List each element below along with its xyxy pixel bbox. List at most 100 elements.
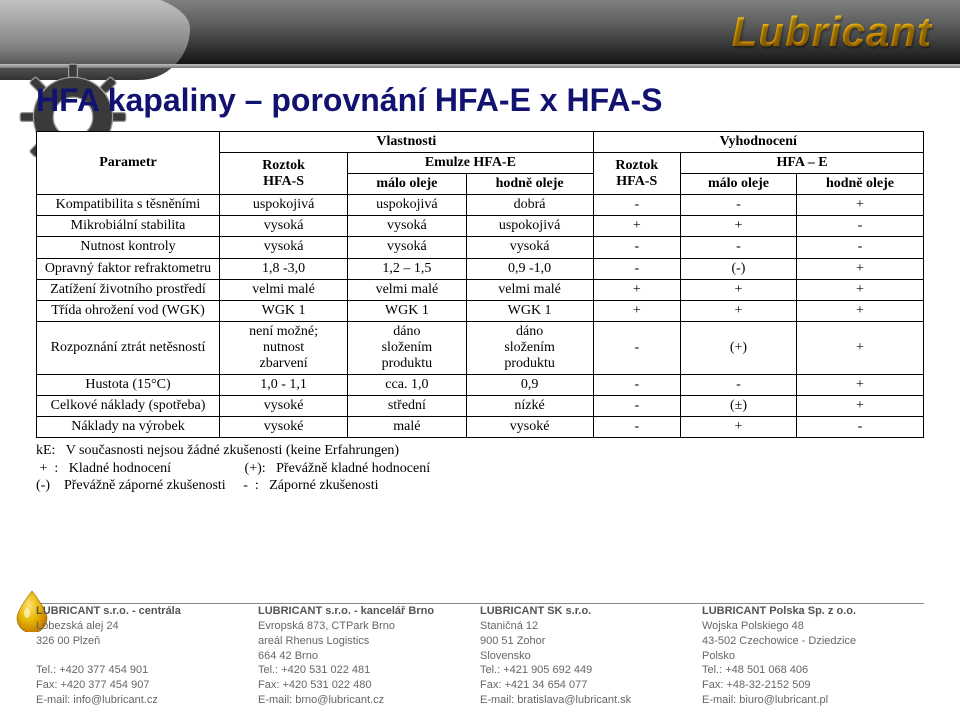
- header-underline: [0, 64, 960, 68]
- table-cell: vysoké: [220, 417, 348, 438]
- footer-line: Wojska Polskiego 48: [702, 619, 924, 634]
- table-row: Kompatibilita s těsněnímiuspokojiváuspok…: [37, 195, 924, 216]
- legend-line-2: + : Kladné hodnocení (+): Převážně kladn…: [36, 460, 924, 478]
- legend-line-1: kE: V současnosti nejsou žádné zkušenost…: [36, 442, 924, 460]
- table-cell: vysoká: [220, 237, 348, 258]
- table-row: Náklady na výrobekvysokémalévysoké-+-: [37, 417, 924, 438]
- footer-line: E-mail: info@lubricant.cz: [36, 693, 258, 708]
- table-cell: uspokojivá: [466, 216, 593, 237]
- footer-co-name: LUBRICANT Polska Sp. z o.o.: [702, 604, 924, 619]
- footer-col-4: LUBRICANT Polska Sp. z o.o. Wojska Polsk…: [702, 604, 924, 708]
- col-roztok-hfas-1: RoztokHFA-S: [220, 153, 348, 195]
- legend: kE: V současnosti nejsou žádné zkušenost…: [36, 442, 924, 495]
- table-cell: velmi malé: [220, 279, 348, 300]
- col-hodne-oleje-1: hodně oleje: [466, 174, 593, 195]
- row-param: Mikrobiální stabilita: [37, 216, 220, 237]
- table-cell: -: [796, 417, 923, 438]
- footer-co-name: LUBRICANT s.r.o. - kancelář Brno: [258, 604, 480, 619]
- table-body: Kompatibilita s těsněnímiuspokojiváuspok…: [37, 195, 924, 438]
- col-vlastnosti: Vlastnosti: [220, 132, 594, 153]
- footer-line: E-mail: bratislava@lubricant.sk: [480, 693, 702, 708]
- table-cell: velmi malé: [466, 279, 593, 300]
- table-cell: (+): [680, 321, 796, 374]
- table-row: Opravný faktor refraktometru1,8 -3,01,2 …: [37, 258, 924, 279]
- table-cell: (±): [680, 396, 796, 417]
- footer-line: Fax: +420 377 454 907: [36, 678, 258, 693]
- row-param: Kompatibilita s těsněními: [37, 195, 220, 216]
- table-cell: +: [593, 300, 680, 321]
- table-cell: dobrá: [466, 195, 593, 216]
- table-cell: 0,9: [466, 375, 593, 396]
- col-malo-oleje-2: málo oleje: [680, 174, 796, 195]
- footer-line: areál Rhenus Logistics: [258, 634, 480, 649]
- table-row: Třída ohrožení vod (WGK)WGK 1WGK 1WGK 1+…: [37, 300, 924, 321]
- table-cell: -: [593, 375, 680, 396]
- table-cell: -: [680, 375, 796, 396]
- footer-line: Evropská 873, CTPark Brno: [258, 619, 480, 634]
- footer-line: Staničná 12: [480, 619, 702, 634]
- table-cell: uspokojivá: [220, 195, 348, 216]
- table-row: Nutnost kontrolyvysokávysokávysoká---: [37, 237, 924, 258]
- table-cell: vysoká: [348, 237, 466, 258]
- table-cell: není možné;nutnostzbarvení: [220, 321, 348, 374]
- footer-line: Fax: +420 531 022 480: [258, 678, 480, 693]
- table-cell: -: [796, 237, 923, 258]
- col-roztok-hfas-2: RoztokHFA-S: [593, 153, 680, 195]
- table-row: Celkové náklady (spotřeba)vysokéstřednín…: [37, 396, 924, 417]
- table-cell: dánosloženímproduktu: [466, 321, 593, 374]
- col-malo-oleje-1: málo oleje: [348, 174, 466, 195]
- legend-line-3: (-) Převážně záporné zkušenosti - : Zápo…: [36, 477, 924, 495]
- table-cell: +: [796, 195, 923, 216]
- table-cell: +: [680, 300, 796, 321]
- footer-line: Lobezská alej 24: [36, 619, 258, 634]
- table-cell: -: [593, 321, 680, 374]
- row-param: Třída ohrožení vod (WGK): [37, 300, 220, 321]
- table-row: Rozpoznání ztrát netěsnostínení možné;nu…: [37, 321, 924, 374]
- footer-line: Fax: +421 34 654 077: [480, 678, 702, 693]
- footer-line: Polsko: [702, 649, 924, 664]
- row-param: Zatížení životního prostředí: [37, 279, 220, 300]
- col-hodne-oleje-2: hodně oleje: [796, 174, 923, 195]
- table-cell: +: [796, 279, 923, 300]
- table-cell: 1,2 – 1,5: [348, 258, 466, 279]
- row-param: Nutnost kontroly: [37, 237, 220, 258]
- table-cell: 1,8 -3,0: [220, 258, 348, 279]
- table-cell: -: [593, 258, 680, 279]
- table-cell: WGK 1: [220, 300, 348, 321]
- table-cell: 1,0 - 1,1: [220, 375, 348, 396]
- table-cell: střední: [348, 396, 466, 417]
- table-cell: +: [593, 216, 680, 237]
- row-param: Náklady na výrobek: [37, 417, 220, 438]
- table-cell: -: [680, 237, 796, 258]
- row-param: Rozpoznání ztrát netěsností: [37, 321, 220, 374]
- table-cell: +: [796, 258, 923, 279]
- table-cell: +: [796, 375, 923, 396]
- table-cell: 0,9 -1,0: [466, 258, 593, 279]
- page-title: HFA kapaliny – porovnání HFA-E x HFA-S: [36, 82, 924, 119]
- table-cell: vysoké: [220, 396, 348, 417]
- table-cell: -: [593, 237, 680, 258]
- table-cell: cca. 1,0: [348, 375, 466, 396]
- table-cell: vysoká: [220, 216, 348, 237]
- footer: LUBRICANT s.r.o. - centrála Lobezská ale…: [0, 604, 960, 708]
- table-cell: WGK 1: [466, 300, 593, 321]
- table-cell: vysoká: [348, 216, 466, 237]
- footer-line: Tel.: +48 501 068 406: [702, 663, 924, 678]
- col-hfae: HFA – E: [680, 153, 923, 174]
- footer-co-name: LUBRICANT s.r.o. - centrála: [36, 604, 258, 619]
- footer-line: 326 00 Plzeň: [36, 634, 258, 649]
- row-param: Hustota (15°C): [37, 375, 220, 396]
- col-vyhodnoceni: Vyhodnocení: [593, 132, 923, 153]
- table-row: Zatížení životního prostředívelmi maléve…: [37, 279, 924, 300]
- table-cell: uspokojivá: [348, 195, 466, 216]
- table-cell: vysoké: [466, 417, 593, 438]
- table-cell: -: [593, 396, 680, 417]
- footer-line: 664 42 Brno: [258, 649, 480, 664]
- table-cell: +: [680, 279, 796, 300]
- table-cell: (-): [680, 258, 796, 279]
- table-cell: +: [796, 321, 923, 374]
- footer-co-name: LUBRICANT SK s.r.o.: [480, 604, 702, 619]
- col-emulze-hfae: Emulze HFA-E: [348, 153, 593, 174]
- footer-col-1: LUBRICANT s.r.o. - centrála Lobezská ale…: [36, 604, 258, 708]
- table-row: Mikrobiální stabilitavysokávysokáuspokoj…: [37, 216, 924, 237]
